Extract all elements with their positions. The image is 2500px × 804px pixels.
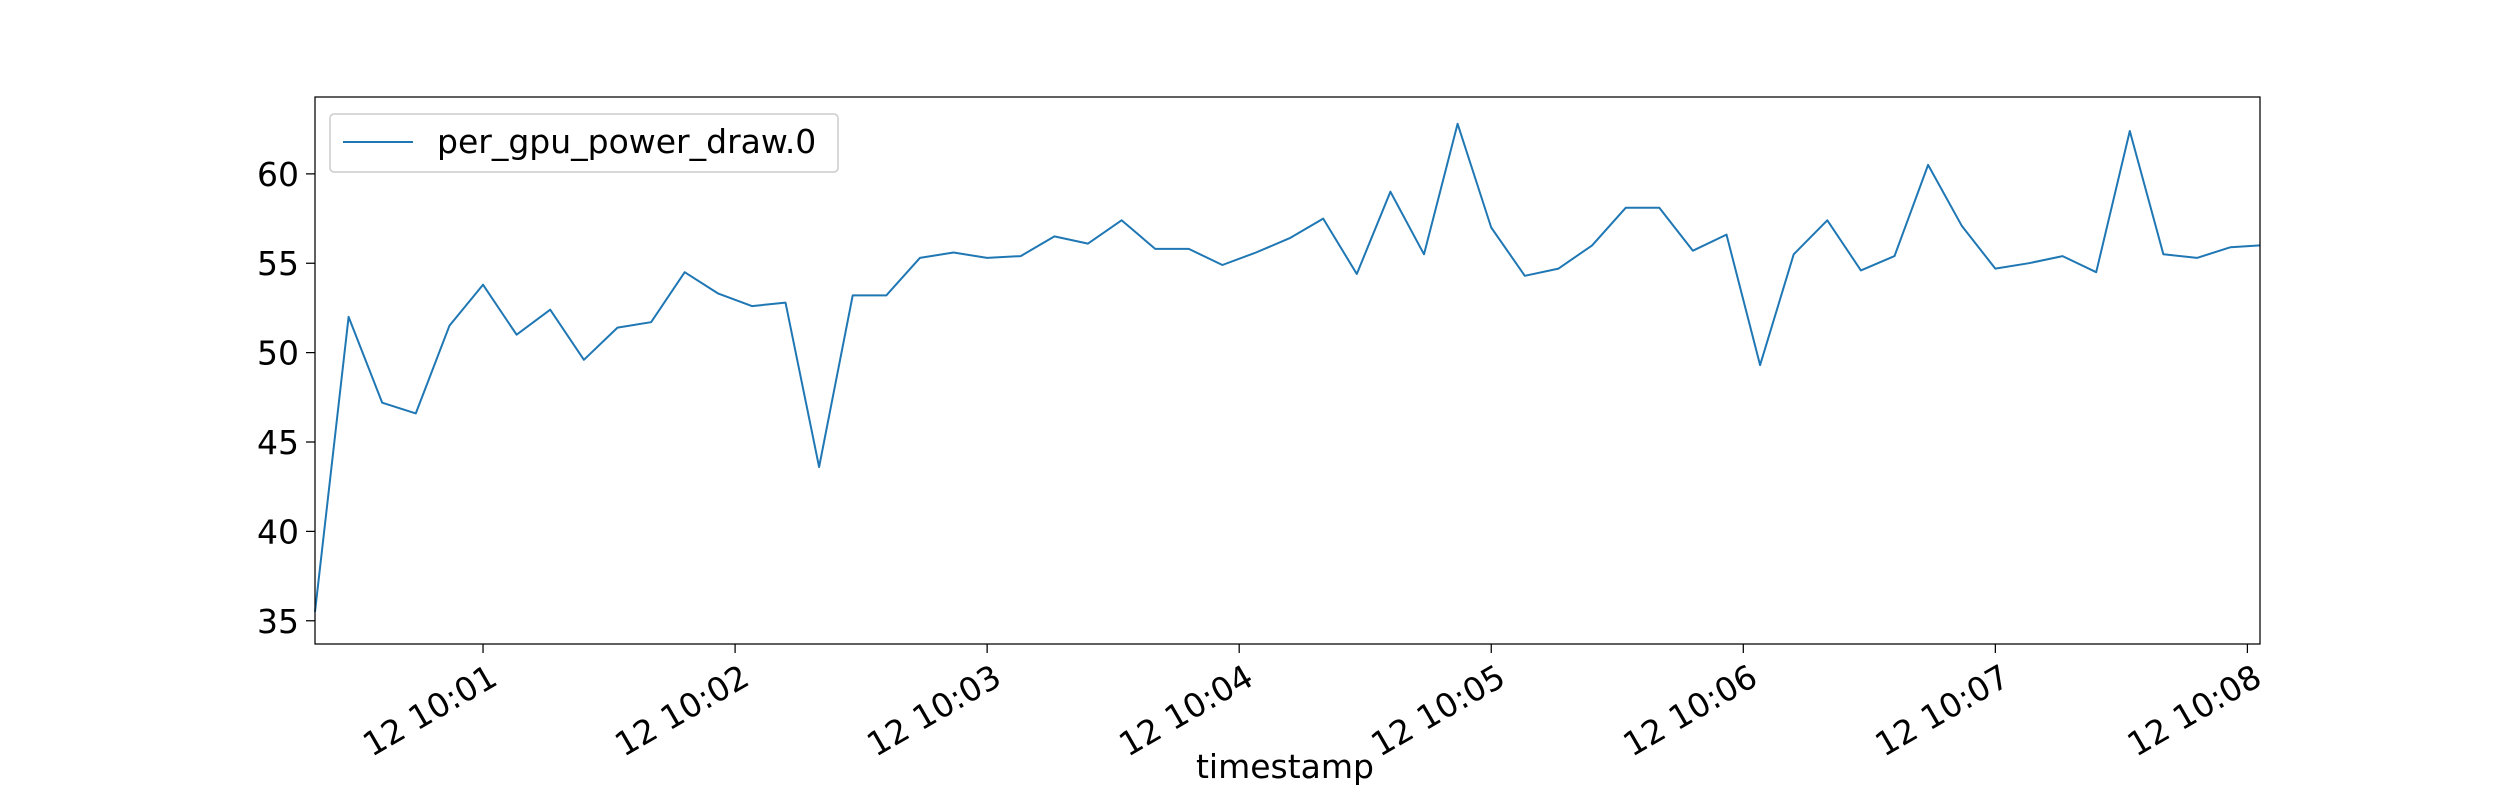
y-tick-label: 50 [257,334,299,373]
x-tick-label: 12 10:07 [1868,657,2015,765]
y-tick-label: 60 [257,155,299,194]
y-tick-label: 45 [257,423,299,462]
series-layer [314,122,2261,612]
y-tick-label: 35 [257,602,299,641]
x-tick-label: 12 10:02 [608,657,755,765]
x-tick-label: 12 10:05 [1364,657,1511,765]
legend-box [329,113,839,173]
legend: per_gpu_power_draw.0 [329,113,839,173]
plot-frame [314,96,2261,645]
x-tick-label: 12 10:06 [1616,657,1763,765]
x-tick-label: 12 10:01 [356,657,503,765]
series-line [314,122,2261,612]
x-tick-label: 12 10:08 [2120,657,2267,765]
y-axis: 35 40 45 50 55 60 [257,155,315,641]
y-tick-label: 55 [257,244,299,283]
x-axis-label: timestamp [1196,747,1374,786]
x-tick-label: 12 10:03 [860,657,1007,765]
legend-label: per_gpu_power_draw.0 [437,122,816,161]
y-tick-label: 40 [257,512,299,551]
